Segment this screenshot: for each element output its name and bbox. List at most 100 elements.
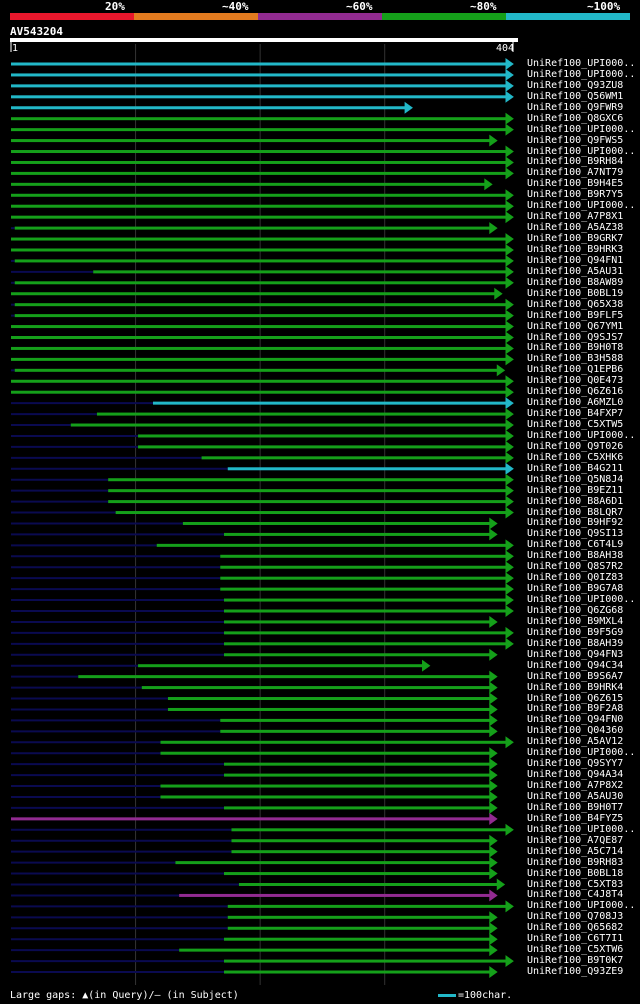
hit-label[interactable]: UniRef100_UPI000.. — [527, 123, 636, 135]
hit-label[interactable]: UniRef100_B8AH38 — [527, 550, 624, 562]
hit-label[interactable]: UniRef100_UPI000.. — [527, 429, 636, 441]
hit-label[interactable]: UniRef100_Q1EPB6 — [527, 364, 624, 376]
hit-bar — [224, 598, 507, 602]
hit-bar — [220, 565, 507, 569]
hit-label[interactable]: UniRef100_B9MXL4 — [527, 615, 624, 627]
hit-label[interactable]: UniRef100_Q65682 — [527, 922, 624, 934]
hit-label[interactable]: UniRef100_C6T4L9 — [527, 539, 624, 551]
hit-label[interactable]: UniRef100_UPI000.. — [527, 900, 636, 912]
hit-arrowhead — [489, 681, 498, 694]
hit-label[interactable]: UniRef100_B8A6D1 — [527, 495, 624, 507]
hit-label[interactable]: UniRef100_Q9SJS7 — [527, 331, 624, 343]
hit-label[interactable]: UniRef100_B9HRK3 — [527, 243, 624, 255]
hit-arrowhead — [489, 222, 498, 235]
hit-label[interactable]: UniRef100_Q93ZU8 — [527, 79, 624, 91]
hit-label[interactable]: UniRef100_B9F5G9 — [527, 626, 624, 638]
hit-label[interactable]: UniRef100_B9H0T8 — [527, 342, 624, 354]
hit-arrowhead — [505, 583, 514, 596]
hit-bar — [160, 795, 491, 799]
hit-label[interactable]: UniRef100_Q94FN0 — [527, 714, 624, 726]
hit-label[interactable]: UniRef100_B9S6A7 — [527, 670, 624, 682]
hit-label[interactable]: UniRef100_B9RH84 — [527, 156, 624, 168]
hit-label[interactable]: UniRef100_Q6Z615 — [527, 692, 624, 704]
hit-label[interactable]: UniRef100_Q94FN1 — [527, 254, 624, 266]
hit-label[interactable]: UniRef100_UPI000.. — [527, 68, 636, 80]
hit-label[interactable]: UniRef100_A7P8X1 — [527, 211, 624, 223]
hit-arrowhead — [489, 944, 498, 957]
hit-label[interactable]: UniRef100_A7P8X2 — [527, 780, 624, 792]
hit-label[interactable]: UniRef100_B4G211 — [527, 462, 624, 474]
hit-label[interactable]: UniRef100_B9H0T7 — [527, 801, 624, 813]
hit-label[interactable]: UniRef100_Q65X38 — [527, 298, 624, 310]
hit-label[interactable]: UniRef100_Q708J3 — [527, 911, 624, 923]
hit-label[interactable]: UniRef100_Q0IZ83 — [527, 572, 624, 584]
hit-label[interactable]: UniRef100_B9RH83 — [527, 856, 624, 868]
hit-label[interactable]: UniRef100_UPI000.. — [527, 200, 636, 212]
hit-label[interactable]: UniRef100_Q56WM1 — [527, 90, 624, 102]
hit-label[interactable]: UniRef100_B3H588 — [527, 353, 624, 365]
scale-line-icon — [438, 993, 456, 997]
hit-arrowhead — [505, 900, 514, 913]
hit-label[interactable]: UniRef100_B9T0K7 — [527, 955, 624, 967]
hit-label[interactable]: UniRef100_UPI000.. — [527, 823, 636, 835]
hit-label[interactable]: UniRef100_B9G7A8 — [527, 583, 624, 595]
hit-label[interactable]: UniRef100_B9HF92 — [527, 517, 624, 529]
hit-label[interactable]: UniRef100_Q8GXC6 — [527, 112, 624, 124]
hit-arrowhead — [489, 812, 498, 825]
hit-label[interactable]: UniRef100_B9F2A8 — [527, 703, 624, 715]
hit-label[interactable]: UniRef100_Q67YM1 — [527, 320, 624, 332]
hit-label[interactable]: UniRef100_C5XT83 — [527, 878, 624, 890]
hit-label[interactable]: UniRef100_B9EZ11 — [527, 484, 624, 496]
hit-label[interactable]: UniRef100_Q9SI13 — [527, 528, 624, 540]
hit-label[interactable]: UniRef100_Q9FWR9 — [527, 101, 624, 113]
hit-label[interactable]: UniRef100_B4FXP7 — [527, 408, 624, 420]
hit-label[interactable]: UniRef100_Q6ZG68 — [527, 605, 624, 616]
hit-label[interactable]: UniRef100_B9FLF5 — [527, 309, 624, 321]
hit-label[interactable]: UniRef100_Q04360 — [527, 725, 624, 737]
hit-label[interactable]: UniRef100_A7NT79 — [527, 167, 624, 179]
hit-label[interactable]: UniRef100_A5AU31 — [527, 265, 624, 277]
hit-label[interactable]: UniRef100_A5AV12 — [527, 736, 624, 748]
hit-label[interactable]: UniRef100_B0BL19 — [527, 287, 624, 299]
hit-bar — [78, 675, 491, 679]
hit-label[interactable]: UniRef100_Q94C34 — [527, 659, 624, 671]
hit-label[interactable]: UniRef100_Q9T026 — [527, 440, 624, 452]
hit-label[interactable]: UniRef100_C5XTW6 — [527, 944, 624, 956]
hit-label[interactable]: UniRef100_Q94FN3 — [527, 648, 624, 660]
hit-label[interactable]: UniRef100_UPI000.. — [527, 58, 636, 69]
hit-arrowhead — [489, 648, 498, 661]
hit-label[interactable]: UniRef100_B9HRK4 — [527, 681, 624, 693]
hit-label[interactable]: UniRef100_A6MZL0 — [527, 397, 624, 409]
hit-label[interactable]: UniRef100_C5XTW5 — [527, 419, 624, 431]
hit-label[interactable]: UniRef100_B9GRK7 — [527, 233, 624, 245]
hit-label[interactable]: UniRef100_A7QE87 — [527, 834, 624, 846]
hit-label[interactable]: UniRef100_C4J8T4 — [527, 889, 624, 901]
hit-label[interactable]: UniRef100_B8AW89 — [527, 276, 624, 288]
hit-label[interactable]: UniRef100_B8AH39 — [527, 637, 624, 649]
hit-label[interactable]: UniRef100_Q9FWS5 — [527, 134, 624, 146]
hit-label[interactable]: UniRef100_C5XHK6 — [527, 451, 624, 463]
hit-label[interactable]: UniRef100_UPI000.. — [527, 145, 636, 157]
hit-label[interactable]: UniRef100_Q93ZE9 — [527, 966, 624, 978]
hit-label[interactable]: UniRef100_B9H4E5 — [527, 178, 624, 190]
hit-arrowhead — [505, 276, 514, 289]
hit-label[interactable]: UniRef100_Q5N8J4 — [527, 473, 624, 485]
hit-label[interactable]: UniRef100_B0BL18 — [527, 867, 624, 879]
hit-label[interactable]: UniRef100_B9R7Y5 — [527, 189, 624, 201]
hit-label[interactable]: UniRef100_Q6Z616 — [527, 386, 624, 398]
hit-label[interactable]: UniRef100_Q8S7R2 — [527, 561, 624, 573]
hit-label[interactable]: UniRef100_A5AZ38 — [527, 222, 624, 234]
hit-label[interactable]: UniRef100_A5AU30 — [527, 790, 624, 802]
hit-label[interactable]: UniRef100_A5C714 — [527, 845, 624, 857]
hit-bar — [224, 970, 491, 974]
hit-label[interactable]: UniRef100_UPI000.. — [527, 747, 636, 759]
hit-arrowhead — [505, 462, 514, 475]
hit-label[interactable]: UniRef100_B8LQR7 — [527, 506, 624, 518]
hit-label[interactable]: UniRef100_Q0E473 — [527, 375, 624, 387]
hit-label[interactable]: UniRef100_UPI000.. — [527, 594, 636, 606]
hit-label[interactable]: UniRef100_Q94A34 — [527, 769, 624, 781]
hit-label[interactable]: UniRef100_C6T7I1 — [527, 933, 624, 945]
hit-label[interactable]: UniRef100_Q9SYY7 — [527, 758, 624, 770]
hit-label[interactable]: UniRef100_B4FYZ5 — [527, 812, 624, 824]
hit-bar — [11, 84, 507, 88]
